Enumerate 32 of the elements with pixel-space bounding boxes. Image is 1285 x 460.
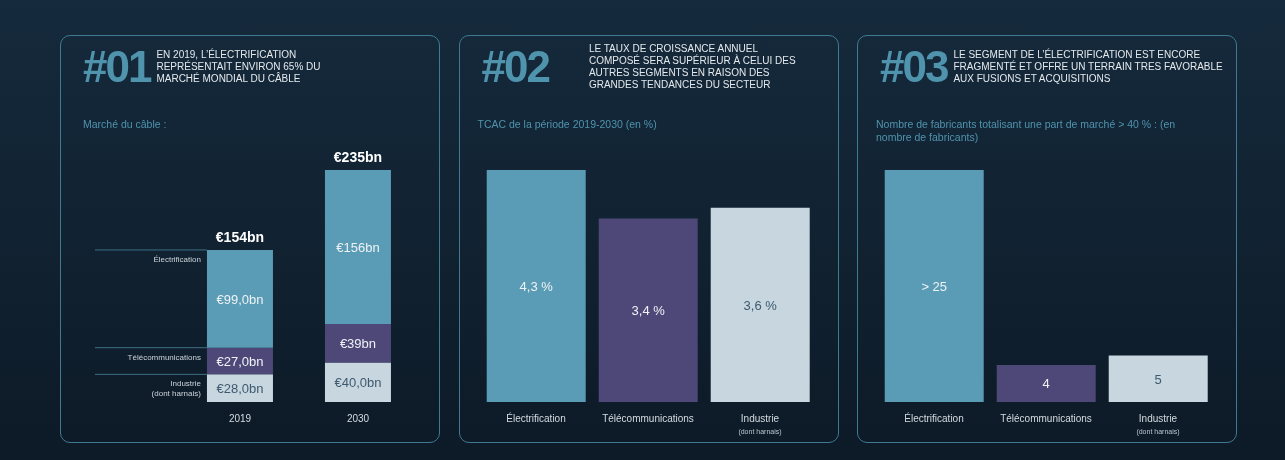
data-label: €99,0bn: [216, 291, 264, 307]
x-tick-label: Électrification: [904, 412, 964, 424]
chart-title: #03: [880, 42, 948, 92]
data-label: €40,0bn: [334, 375, 382, 391]
data-label: 5: [1154, 371, 1162, 387]
series-label: Télécommunications: [127, 352, 201, 362]
data-label: €28,0bn: [216, 381, 264, 397]
x-tick-label: Télécommunications: [601, 413, 694, 424]
x-tick-label: 2019: [228, 413, 252, 424]
series-label: Électrification: [153, 254, 201, 264]
data-label: 3,4 %: [631, 303, 665, 319]
data-label: €27,0bn: [216, 354, 264, 370]
chart-subtitle: EN 2019, L’ÉLECTRIFICATION REPRÉSENTAIT ENVIRON 65% DU MARCHÉ MONDIAL DU CÂBLE: [156, 49, 322, 85]
data-label: 3,6 %: [743, 297, 777, 313]
data-label: 4,3 %: [519, 279, 553, 294]
y-axis-title: Nombre de fabricants totalisant une part de marché > 40 % : (en nombre de fabricants): [876, 118, 1176, 144]
chart-subtitle: LE SEGMENT DE L’ÉLECTRIFICATION EST ENCORE FRAGMENTÉ ET OFFRE UN TERRAIN TRES FAVORABLE AUX FUSIONS ET ACQUISITIONS: [953, 49, 1224, 85]
chart-title: #02: [481, 42, 549, 92]
total-label: €154bn: [215, 228, 265, 245]
data-label: €156bn: [336, 240, 380, 255]
total-label: €235bn: [333, 149, 383, 165]
chart-title: #01: [83, 42, 151, 92]
data-label: €39bn: [339, 336, 377, 352]
data-label: 4: [1042, 376, 1050, 392]
data-label: > 25: [921, 279, 948, 294]
x-tick-label: Télécommunications: [1000, 413, 1092, 424]
x-tick-label: 2030: [346, 413, 370, 424]
x-tick-label: Électrification: [505, 412, 566, 424]
y-axis-title: Marché du câble :: [83, 118, 168, 131]
y-axis-title: TCAC de la période 2019-2030 (en %): [477, 118, 658, 131]
chart-subtitle: LE TAUX DE CROISSANCE ANNUEL COMPOSÉ SERA SUPÉRIEUR À CELUI DES AUTRES SEGMENTS EN RAISON DES GRANDES TENDANCES DU SECTEUR: [588, 43, 797, 91]
series-label: Industrie (dont harnais): [151, 379, 202, 399]
